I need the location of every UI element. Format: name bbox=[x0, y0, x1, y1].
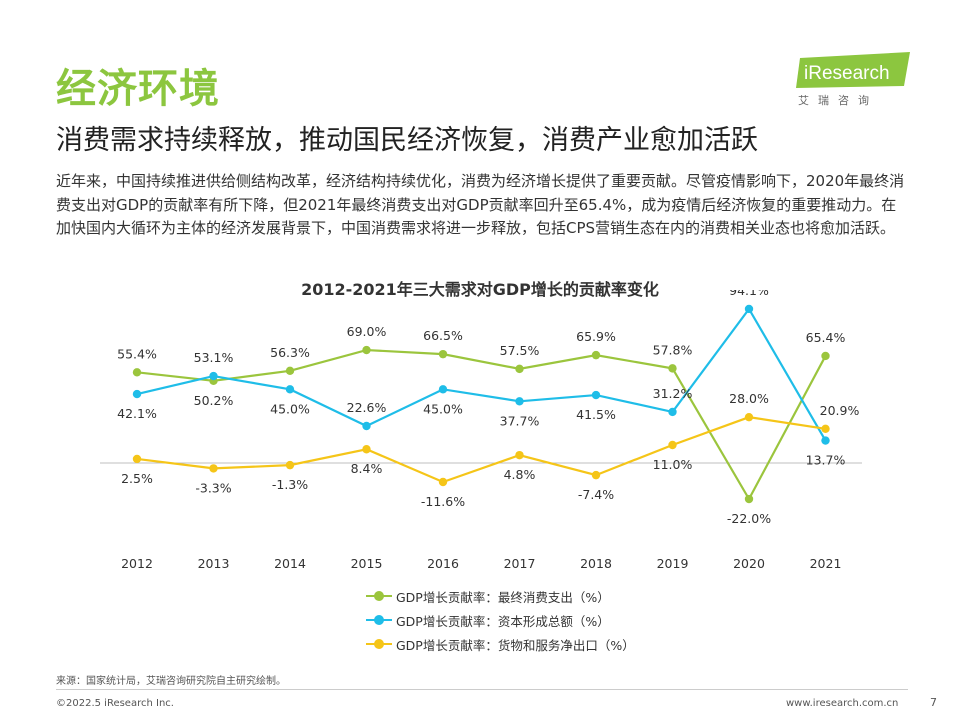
chart-title: 2012-2021年三大需求对GDP增长的贡献率变化 bbox=[301, 280, 659, 299]
data-point bbox=[668, 407, 677, 417]
page-number: 7 bbox=[930, 696, 937, 709]
legend-marker-icon bbox=[366, 614, 392, 626]
data-point bbox=[744, 412, 754, 422]
legend-marker-icon bbox=[366, 638, 392, 650]
legend-label: GDP增长贡献率：最终消费支出（%） bbox=[396, 589, 610, 605]
series-line-0 bbox=[136, 348, 827, 502]
data-label: 45.0% bbox=[423, 401, 463, 416]
x-tick-label: 2015 bbox=[351, 556, 383, 571]
data-point bbox=[132, 389, 142, 399]
data-label: 53.1% bbox=[194, 350, 234, 365]
data-label: 45.0% bbox=[270, 401, 310, 416]
data-label: 31.2% bbox=[653, 386, 693, 401]
data-label: -3.3% bbox=[195, 480, 231, 495]
data-point bbox=[285, 385, 295, 394]
data-point bbox=[591, 470, 601, 480]
data-point bbox=[821, 351, 830, 361]
logo-text: iResearch bbox=[804, 63, 890, 84]
data-label: -7.4% bbox=[578, 487, 614, 502]
data-point bbox=[285, 366, 295, 376]
data-label: 41.5% bbox=[576, 407, 616, 422]
body-paragraph: 近年来，中国持续推进供给侧结构改革，经济结构持续优化，消费为经济增长提供了重要贡… bbox=[56, 172, 905, 237]
data-label: 13.7% bbox=[806, 453, 846, 468]
data-point bbox=[515, 364, 524, 374]
series-line-2 bbox=[136, 416, 826, 484]
data-label: 11.0% bbox=[653, 457, 693, 472]
data-label: 22.6% bbox=[347, 400, 387, 415]
data-point bbox=[209, 464, 218, 473]
data-label: 56.3% bbox=[270, 345, 310, 360]
data-label: 57.5% bbox=[500, 343, 540, 358]
data-point bbox=[668, 364, 677, 373]
data-point bbox=[209, 371, 218, 381]
data-label: 69.0% bbox=[347, 324, 387, 339]
data-label: -22.0% bbox=[727, 511, 771, 526]
chart-legend: GDP增长贡献率：最终消费支出（%） GDP增长贡献率：资本形成总额（%） GD… bbox=[366, 584, 635, 656]
data-label: 65.9% bbox=[576, 329, 616, 344]
data-label: 50.2% bbox=[194, 393, 234, 408]
data-point bbox=[438, 477, 448, 487]
data-label: 65.4% bbox=[806, 330, 846, 345]
data-point bbox=[591, 350, 601, 360]
data-point bbox=[438, 385, 448, 394]
logo-tagline: 艾瑞咨询 bbox=[798, 94, 878, 107]
iresearch-logo: iResearch bbox=[796, 52, 910, 88]
x-tick-label: 2016 bbox=[427, 556, 459, 571]
data-label: 57.8% bbox=[653, 342, 693, 357]
x-tick-label: 2014 bbox=[274, 556, 306, 571]
data-point bbox=[515, 397, 524, 406]
footer-divider bbox=[56, 689, 908, 690]
data-point bbox=[821, 436, 830, 445]
legend-item-consumption: GDP增长贡献率：最终消费支出（%） bbox=[366, 584, 635, 608]
data-point bbox=[132, 368, 142, 377]
x-tick-label: 2019 bbox=[657, 556, 689, 571]
data-label: 28.0% bbox=[729, 391, 769, 406]
data-label: 94.1% bbox=[729, 290, 769, 298]
data-label: 42.1% bbox=[117, 406, 157, 421]
data-label: 66.5% bbox=[423, 328, 463, 343]
data-label: 20.9% bbox=[820, 403, 860, 418]
data-point bbox=[515, 450, 524, 460]
x-tick-label: 2017 bbox=[504, 556, 536, 571]
website-link[interactable]: www.iresearch.com.cn bbox=[786, 698, 899, 709]
data-label: 4.8% bbox=[504, 467, 536, 482]
copyright: ©2022.5 iResearch Inc. bbox=[56, 698, 174, 709]
data-label: 8.4% bbox=[351, 461, 383, 476]
x-tick-label: 2012 bbox=[121, 556, 153, 571]
data-point bbox=[591, 390, 601, 400]
data-point bbox=[744, 304, 754, 314]
line-chart: 55.4% 50.2% 56.3% 69.0% 66.5% 57.5% 65.9% 57.8%… bbox=[100, 290, 862, 571]
data-point bbox=[744, 494, 754, 504]
data-point bbox=[362, 421, 371, 431]
x-tick-label: 2018 bbox=[580, 556, 612, 571]
x-tick-label: 2020 bbox=[733, 556, 765, 571]
data-label: 2.5% bbox=[121, 471, 153, 486]
data-point bbox=[132, 454, 142, 464]
legend-label: GDP增长贡献率：资本形成总额（%） bbox=[396, 613, 610, 629]
section-title: 经济环境 bbox=[56, 66, 220, 112]
data-point bbox=[362, 345, 371, 355]
legend-marker-icon bbox=[366, 590, 392, 602]
x-tick-label: 2021 bbox=[810, 556, 842, 571]
data-point bbox=[285, 460, 295, 470]
data-label: -1.3% bbox=[272, 477, 308, 492]
page-subtitle: 消费需求持续释放，推动国民经济恢复，消费产业愈加活跃 bbox=[56, 125, 758, 156]
legend-label: GDP增长贡献率：货物和服务净出口（%） bbox=[396, 637, 635, 653]
data-point bbox=[438, 349, 448, 359]
x-tick-label: 2013 bbox=[198, 556, 230, 571]
data-label: 55.4% bbox=[117, 346, 157, 361]
data-point bbox=[362, 445, 371, 454]
legend-item-capital: GDP增长贡献率：资本形成总额（%） bbox=[366, 608, 635, 632]
data-point bbox=[668, 440, 677, 450]
data-point bbox=[821, 424, 830, 433]
data-label: 37.7% bbox=[500, 413, 540, 428]
series-line-1 bbox=[136, 306, 827, 442]
legend-item-net-export: GDP增长贡献率：货物和服务净出口（%） bbox=[366, 632, 635, 656]
source-note: 来源：国家统计局，艾瑞咨询研究院自主研究绘制。 bbox=[56, 676, 286, 687]
data-label: -11.6% bbox=[421, 494, 465, 509]
